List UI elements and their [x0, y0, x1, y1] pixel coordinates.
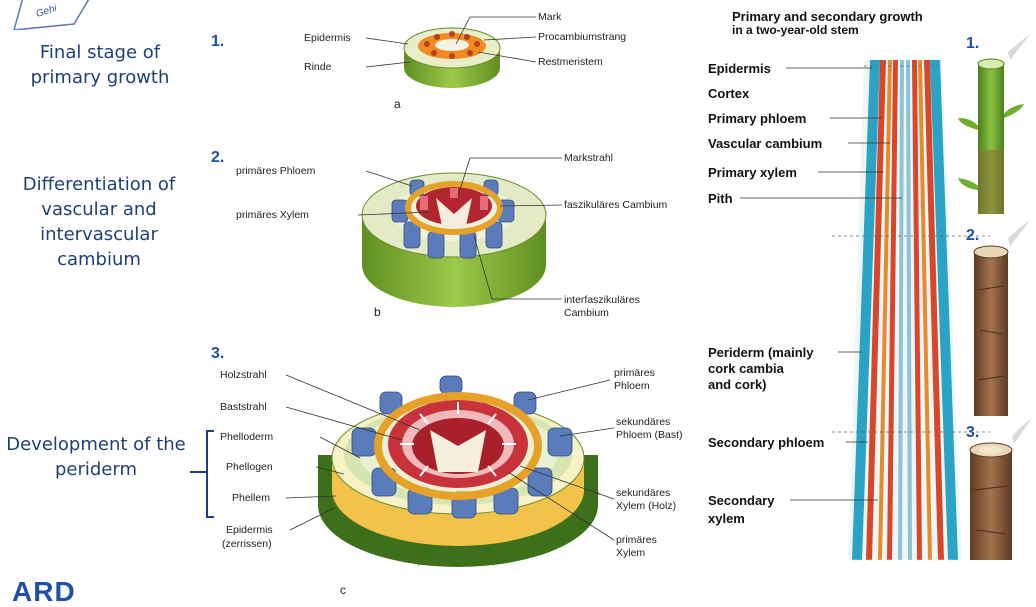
label-baststrahl: Baststrahl: [220, 401, 267, 413]
stem-label-primary-phloem: Primary phloem: [708, 111, 807, 126]
stage-label-periderm: Development of the periderm: [6, 434, 186, 480]
label-phellogen: Phellogen: [226, 461, 273, 473]
diagram-b-leaders: [357, 157, 563, 300]
stem-label-secondary-xylem-2: xylem: [708, 511, 745, 526]
label-interfaszikulaeres-cambium: Cambium: [564, 307, 609, 319]
label-sekundaeres-xylem-2: Xylem (Holz): [616, 500, 677, 512]
shoot-year-one: [958, 34, 1030, 214]
shoot-year-two: [973, 220, 1030, 416]
label-interfaszikulaeres: interfaszikuläres: [564, 294, 640, 306]
label-epidermis-a: Epidermis: [304, 32, 351, 44]
label-primaeres-phloem-b: primäres Phloem: [236, 165, 316, 177]
label-primaeres-phloem-c-2: Phloem: [614, 380, 650, 392]
stem-label-vascular-cambium: Vascular cambium: [708, 136, 823, 151]
diagram-c-cylinder: [318, 375, 600, 567]
label-zerrissen: (zerrissen): [222, 538, 272, 550]
label-primaeres-xylem-c-1: primäres: [616, 534, 657, 546]
label-procambiumstrang: Procambiumstrang: [538, 31, 627, 43]
label-markstrahl: Markstrahl: [564, 152, 614, 164]
stem-label-secondary-phloem: Secondary phloem: [708, 435, 825, 450]
label-sekundaeres-phloem-1: sekundäres: [616, 416, 671, 428]
shoot-year-three: [969, 418, 1032, 560]
label-holzstrahl: Holzstrahl: [220, 369, 267, 381]
periderm-bracket-tick: [190, 471, 206, 473]
stem-label-periderm-1: Periderm (mainly: [708, 345, 814, 360]
stem-label-secondary-xylem-1: Secondary: [708, 493, 775, 508]
stem-title-line1: Primary and secondary growth: [732, 9, 923, 24]
stem-label-cortex: Cortex: [708, 86, 750, 101]
stem-label-periderm-3: and cork): [708, 377, 767, 392]
diagram-a-cylinder: [403, 27, 501, 88]
stem-label-periderm-2: cork cambia: [708, 361, 784, 376]
label-faszikulaeres-cambium: faszikuläres Cambium: [564, 199, 668, 211]
diagram-c-leaders: [285, 374, 615, 541]
label-primaeres-phloem-c-1: primäres: [614, 367, 655, 379]
diagram-b-letter: b: [374, 305, 381, 319]
diagram-c-letter: c: [340, 583, 346, 597]
label-rinde: Rinde: [304, 61, 332, 73]
diagram-a-letter: a: [394, 97, 401, 111]
label-sekundaeres-phloem-2: Phloem (Bast): [616, 429, 683, 441]
diagram-a-leaders: [365, 16, 537, 68]
stage-label-primary-growth: Final stage of primary growth: [30, 42, 170, 88]
corner-badge-shape: [13, 0, 90, 30]
label-restmeristem: Restmeristem: [538, 56, 603, 68]
stem-year-dividers: [832, 65, 990, 433]
stem-title-line2: in a two-year-old stem: [732, 23, 859, 37]
label-sekundaeres-xylem-1: sekundäres: [616, 487, 671, 499]
stage-label-cambium: Differentiation of vascular and intervas…: [22, 174, 176, 270]
label-phelloderm: Phelloderm: [220, 431, 274, 443]
stem-marker-year-3: 3.: [966, 424, 980, 441]
diagram-b-cylinder: [361, 172, 547, 307]
diagram-c-number: 3.: [211, 345, 225, 362]
periderm-bracket: [206, 430, 214, 518]
label-epidermis-c: Epidermis: [226, 524, 273, 536]
stem-leaders: [740, 67, 902, 501]
stem-label-epidermis: Epidermis: [708, 61, 771, 76]
stem-label-primary-xylem: Primary xylem: [708, 165, 797, 180]
diagram-b-number: 2.: [211, 149, 225, 166]
label-phellem: Phellem: [232, 492, 270, 504]
label-primaeres-xylem-b: primäres Xylem: [236, 209, 309, 221]
stem-column: [840, 60, 970, 562]
label-mark: Mark: [538, 11, 562, 23]
stem-label-pith: Pith: [708, 191, 733, 206]
stem-marker-year-1: 1.: [966, 35, 980, 52]
diagram-a-number: 1.: [211, 33, 225, 50]
label-primaeres-xylem-c-2: Xylem: [616, 547, 646, 559]
stem-marker-year-2: 2.: [966, 227, 980, 244]
corner-badge: Gehi: [2, 0, 92, 30]
